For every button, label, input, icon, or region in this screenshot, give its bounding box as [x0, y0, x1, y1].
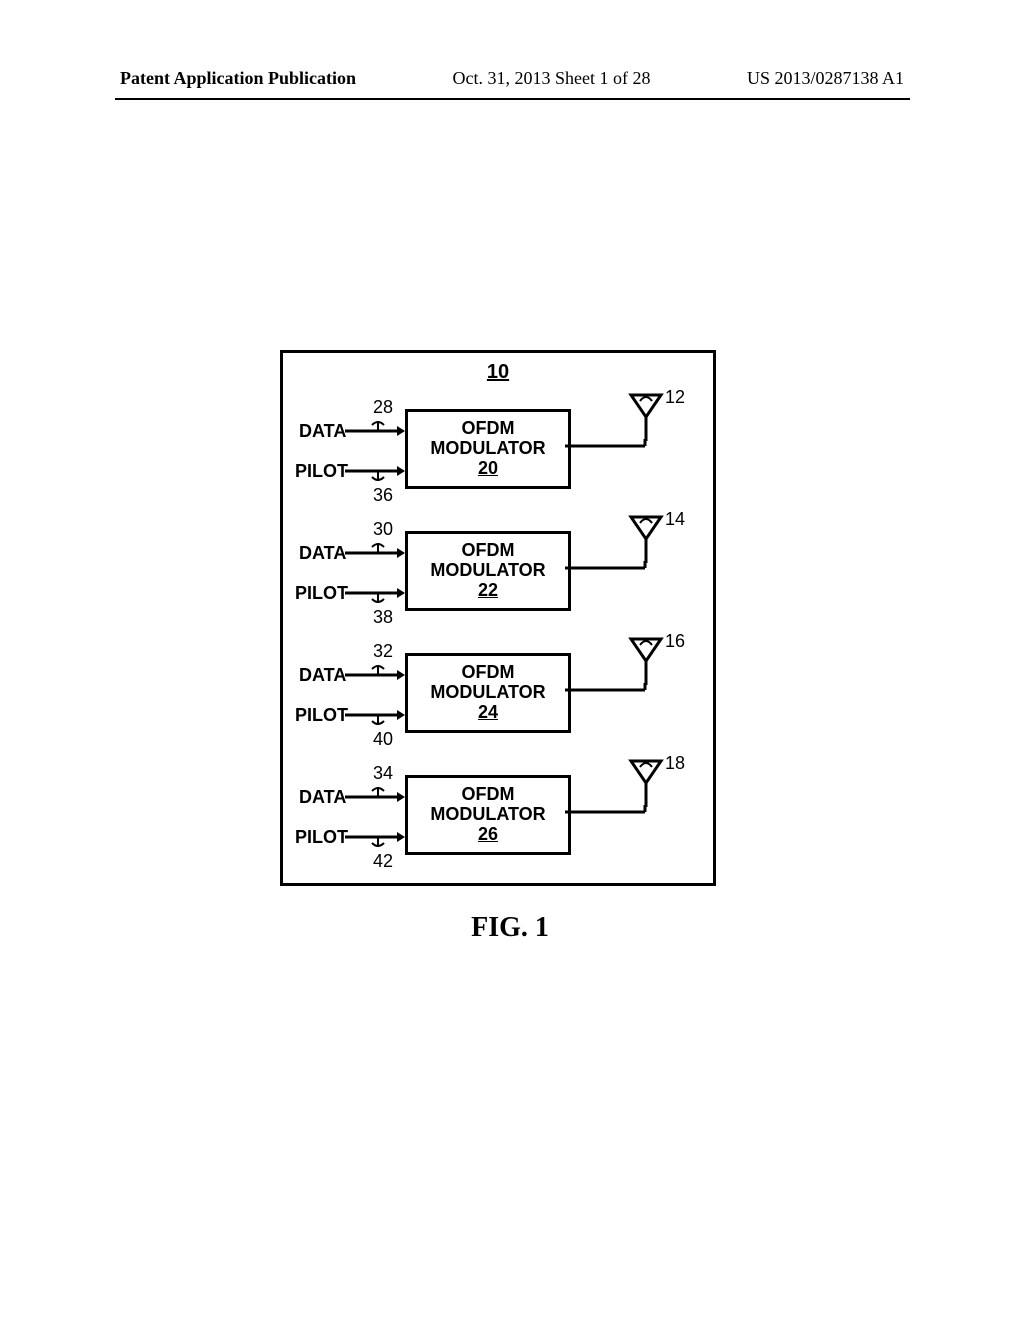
ofdm-modulator-box: OFDM MODULATOR 24 — [405, 653, 571, 733]
pilot-label: PILOT — [295, 827, 348, 848]
mod-ref: 22 — [408, 581, 568, 601]
data-ref: 30 — [373, 519, 393, 540]
modulator-chain: DATA PILOT 30 38 OFDM MODULATOR 22 14 — [283, 511, 713, 629]
antenna-icon — [623, 511, 673, 581]
header-mid: Oct. 31, 2013 Sheet 1 of 28 — [453, 68, 651, 89]
header-right: US 2013/0287138 A1 — [747, 68, 904, 89]
antenna — [623, 511, 673, 586]
system-ref: 10 — [487, 361, 509, 384]
antenna-icon — [623, 633, 673, 703]
modulator-chain: DATA PILOT 32 40 OFDM MODULATOR 24 16 — [283, 633, 713, 751]
data-label: DATA — [299, 787, 346, 808]
mod-line2: MODULATOR — [408, 805, 568, 825]
mod-line1: OFDM — [408, 785, 568, 805]
pilot-ref: 42 — [373, 851, 393, 872]
antenna-icon — [623, 389, 673, 459]
mod-line1: OFDM — [408, 419, 568, 439]
data-ref: 34 — [373, 763, 393, 784]
header-rule — [115, 98, 910, 100]
data-ref: 32 — [373, 641, 393, 662]
data-ref: 28 — [373, 397, 393, 418]
mod-ref: 20 — [408, 459, 568, 479]
pilot-ref: 36 — [373, 485, 393, 506]
header-left: Patent Application Publication — [120, 68, 356, 89]
ofdm-modulator-box: OFDM MODULATOR 22 — [405, 531, 571, 611]
pilot-label: PILOT — [295, 461, 348, 482]
data-label: DATA — [299, 421, 346, 442]
pilot-label: PILOT — [295, 583, 348, 604]
mod-line2: MODULATOR — [408, 439, 568, 459]
figure-caption: FIG. 1 — [280, 912, 740, 944]
pilot-ref: 40 — [373, 729, 393, 750]
mod-line2: MODULATOR — [408, 561, 568, 581]
modulator-chain: DATA PILOT 28 36 OFDM MODULATOR 20 12 — [283, 389, 713, 507]
ofdm-modulator-box: OFDM MODULATOR 20 — [405, 409, 571, 489]
mod-ref: 24 — [408, 703, 568, 723]
antenna-icon — [623, 755, 673, 825]
pilot-ref: 38 — [373, 607, 393, 628]
page-header: Patent Application Publication Oct. 31, … — [0, 68, 1024, 89]
antenna — [623, 389, 673, 464]
pilot-label: PILOT — [295, 705, 348, 726]
data-label: DATA — [299, 543, 346, 564]
data-label: DATA — [299, 665, 346, 686]
system-box: 10 DATA PILOT 28 36 OFDM MODULATOR 20 — [280, 350, 716, 886]
ofdm-modulator-box: OFDM MODULATOR 26 — [405, 775, 571, 855]
mod-line2: MODULATOR — [408, 683, 568, 703]
mod-line1: OFDM — [408, 541, 568, 561]
modulator-chain: DATA PILOT 34 42 OFDM MODULATOR 26 18 — [283, 755, 713, 873]
figure-1: 10 DATA PILOT 28 36 OFDM MODULATOR 20 — [280, 350, 740, 944]
mod-ref: 26 — [408, 825, 568, 845]
antenna — [623, 755, 673, 830]
mod-line1: OFDM — [408, 663, 568, 683]
antenna — [623, 633, 673, 708]
